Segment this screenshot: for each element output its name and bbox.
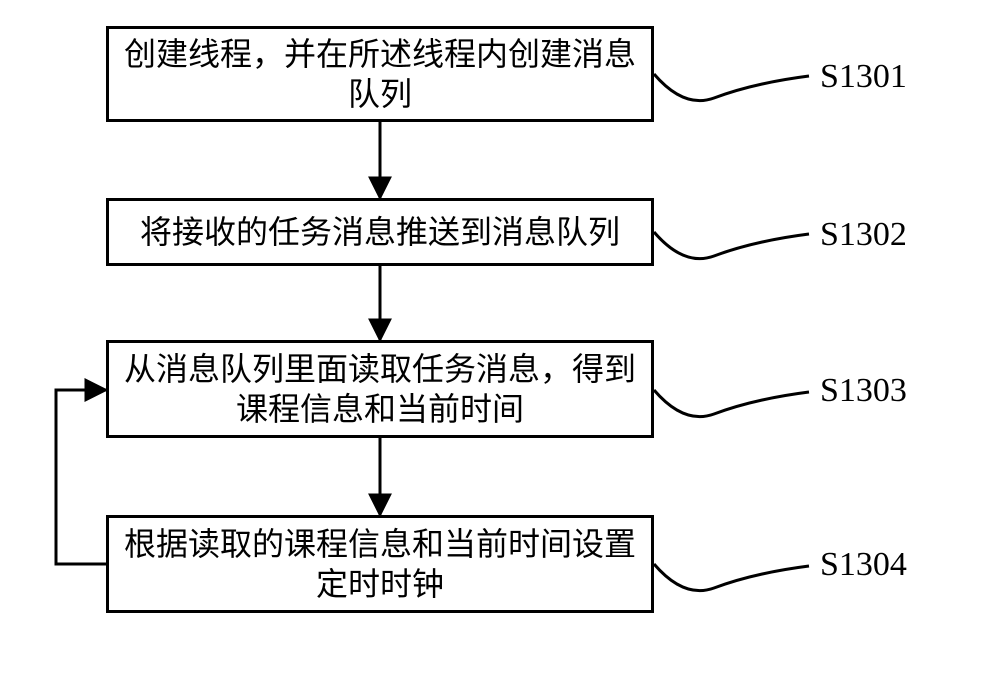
- step-label-l1: S1301: [820, 58, 907, 96]
- step-label-l3: S1303: [820, 372, 907, 410]
- step-label-l4: S1304: [820, 546, 907, 584]
- flow-node-text: 从消息队列里面读取任务消息，得到课程信息和当前时间: [119, 349, 641, 429]
- flow-node-text: 创建线程，并在所述线程内创建消息队列: [119, 34, 641, 114]
- feedback-arrow: [56, 390, 106, 564]
- flow-node-n4: 根据读取的课程信息和当前时间设置定时时钟: [106, 515, 654, 613]
- label-connector-c1: [654, 74, 809, 101]
- label-connector-c2: [654, 232, 809, 259]
- label-connector-c3: [654, 390, 809, 417]
- label-connector-c4: [654, 564, 809, 591]
- step-label-l2: S1302: [820, 216, 907, 254]
- flow-node-text: 将接收的任务消息推送到消息队列: [119, 212, 641, 252]
- flow-node-text: 根据读取的课程信息和当前时间设置定时时钟: [119, 524, 641, 604]
- flow-node-n1: 创建线程，并在所述线程内创建消息队列: [106, 26, 654, 122]
- flow-node-n3: 从消息队列里面读取任务消息，得到课程信息和当前时间: [106, 340, 654, 438]
- flow-node-n2: 将接收的任务消息推送到消息队列: [106, 198, 654, 266]
